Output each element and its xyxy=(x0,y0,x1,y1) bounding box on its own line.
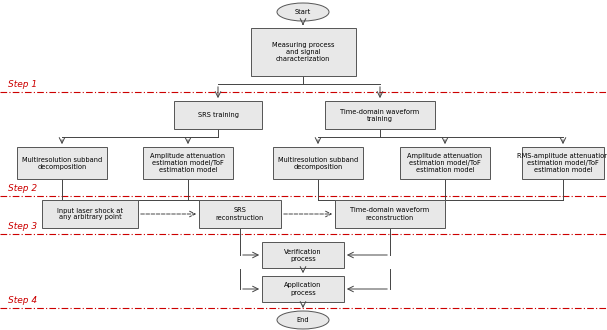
Text: RMS-amplitude attenuation
estimation model/ToF
estimation model: RMS-amplitude attenuation estimation mod… xyxy=(517,153,607,173)
FancyBboxPatch shape xyxy=(522,147,604,179)
FancyBboxPatch shape xyxy=(251,28,356,76)
Text: Amplitude attenuation
estimation model/ToF
estimation model: Amplitude attenuation estimation model/T… xyxy=(407,153,483,173)
Text: SRS training: SRS training xyxy=(197,112,239,118)
Text: Input laser shock at
any arbitrary point: Input laser shock at any arbitrary point xyxy=(57,208,123,220)
Text: Measuring process
and signal
characterization: Measuring process and signal characteriz… xyxy=(272,42,334,62)
FancyBboxPatch shape xyxy=(262,242,344,268)
Text: Verification
process: Verification process xyxy=(284,248,322,261)
FancyBboxPatch shape xyxy=(325,101,435,129)
Text: Step 1: Step 1 xyxy=(8,80,37,89)
Ellipse shape xyxy=(277,3,329,21)
Text: Step 3: Step 3 xyxy=(8,222,37,231)
FancyBboxPatch shape xyxy=(335,200,445,228)
Text: Amplitude attenuation
estimation model/ToF
estimation model: Amplitude attenuation estimation model/T… xyxy=(151,153,226,173)
Text: Multiresolution subband
decomposition: Multiresolution subband decomposition xyxy=(278,156,358,170)
FancyBboxPatch shape xyxy=(17,147,107,179)
FancyBboxPatch shape xyxy=(400,147,490,179)
Text: Time-domain waveform
training: Time-domain waveform training xyxy=(341,109,419,121)
Text: End: End xyxy=(297,317,310,323)
Text: Step 4: Step 4 xyxy=(8,296,37,305)
Text: Multiresolution subband
decomposition: Multiresolution subband decomposition xyxy=(22,156,102,170)
FancyBboxPatch shape xyxy=(174,101,262,129)
Text: Application
process: Application process xyxy=(284,282,322,295)
FancyBboxPatch shape xyxy=(42,200,138,228)
Text: Start: Start xyxy=(295,9,311,15)
FancyBboxPatch shape xyxy=(273,147,363,179)
FancyBboxPatch shape xyxy=(143,147,233,179)
Text: SRS
reconstruction: SRS reconstruction xyxy=(216,208,264,220)
FancyBboxPatch shape xyxy=(262,276,344,302)
FancyBboxPatch shape xyxy=(199,200,281,228)
Ellipse shape xyxy=(277,311,329,329)
Text: Time-domain waveform
reconstruction: Time-domain waveform reconstruction xyxy=(350,208,430,220)
Text: Step 2: Step 2 xyxy=(8,184,37,193)
